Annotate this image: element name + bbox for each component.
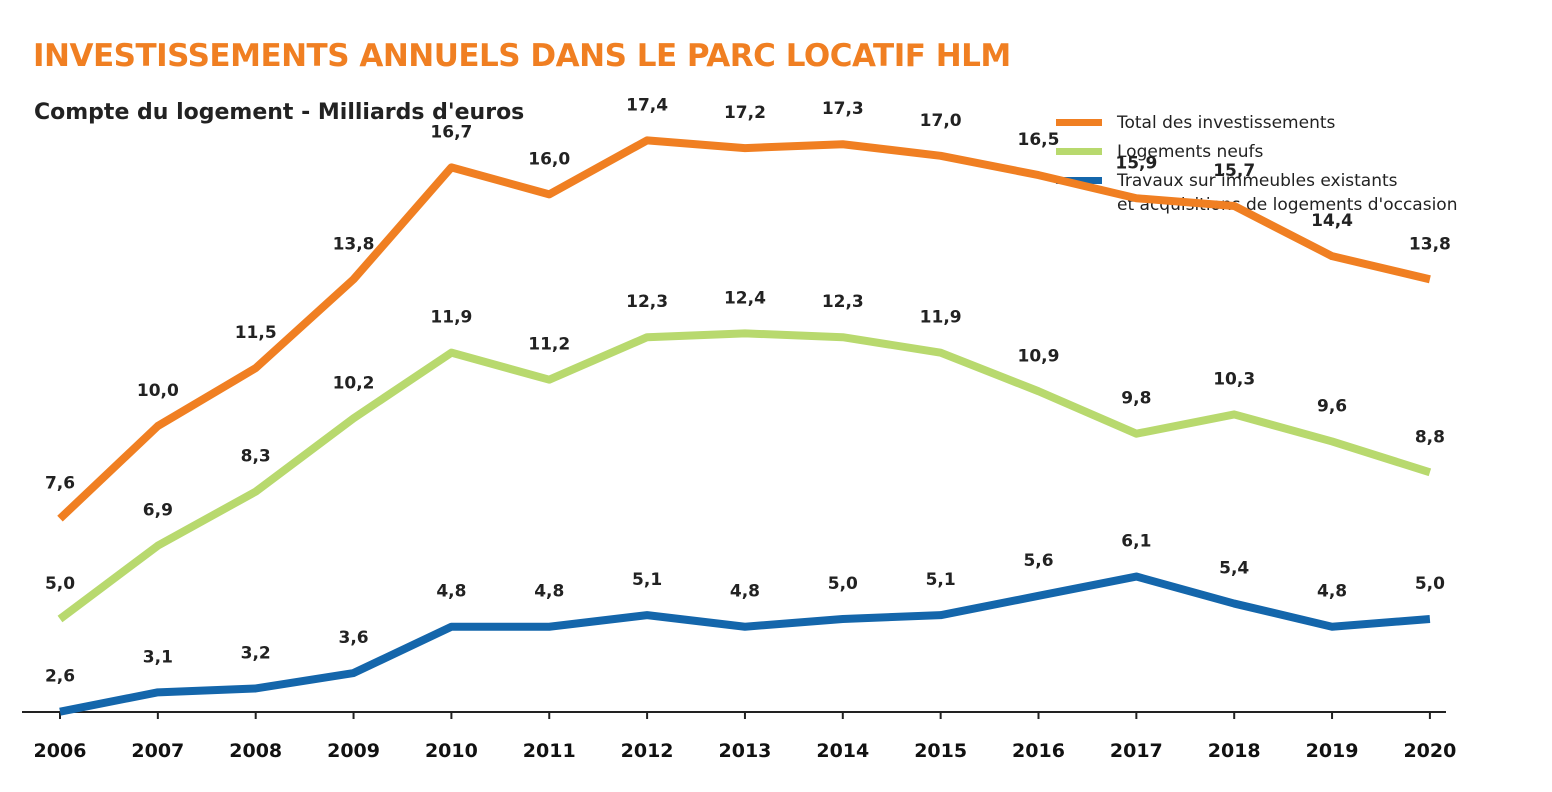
data-label-neufs: 6,9 — [143, 501, 173, 521]
data-label-total: 14,4 — [1311, 211, 1353, 231]
data-label-total: 16,0 — [528, 149, 570, 169]
legend-label-total: Total des investissements — [1117, 113, 1336, 133]
series-line-total — [57, 136, 1431, 522]
data-label-neufs: 9,6 — [1317, 396, 1347, 416]
data-label-total: 17,3 — [822, 99, 864, 119]
data-label-travaux: 6,1 — [1121, 532, 1151, 552]
data-label-total: 10,0 — [137, 381, 179, 401]
data-label-travaux: 3,6 — [338, 628, 368, 648]
x-tick-label: 2006 — [34, 740, 87, 762]
data-label-total: 17,2 — [724, 103, 766, 123]
data-label-travaux: 4,8 — [730, 582, 760, 602]
data-label-total: 7,6 — [45, 474, 75, 494]
legend-swatch-total — [1056, 119, 1102, 126]
chart-subtitle: Compte du logement - Milliards d'euros — [34, 100, 525, 125]
data-label-neufs: 11,9 — [920, 308, 962, 328]
data-label-neufs: 8,3 — [241, 447, 271, 467]
x-tick-label: 2008 — [229, 740, 282, 762]
data-label-travaux: 5,0 — [828, 574, 858, 594]
x-tick-label: 2011 — [523, 740, 576, 762]
data-label-neufs: 9,8 — [1121, 389, 1151, 409]
chart-title: INVESTISSEMENTS ANNUELS DANS LE PARC LOC… — [33, 38, 1011, 74]
data-label-total: 11,5 — [235, 323, 277, 343]
data-label-travaux: 5,4 — [1219, 559, 1249, 579]
x-tick-label: 2017 — [1110, 740, 1163, 762]
data-label-total: 16,7 — [430, 122, 472, 142]
data-label-travaux: 5,1 — [926, 570, 956, 590]
data-label-travaux: 4,8 — [534, 582, 564, 602]
data-label-travaux: 2,6 — [45, 667, 75, 687]
x-tick-label: 2015 — [914, 740, 967, 762]
x-tick-label: 2016 — [1012, 740, 1065, 762]
data-label-neufs: 11,9 — [430, 308, 472, 328]
x-tick-label: 2013 — [719, 740, 772, 762]
x-tick-label: 2020 — [1403, 740, 1456, 762]
x-tick-label: 2007 — [131, 740, 184, 762]
data-label-neufs: 12,3 — [822, 292, 864, 312]
data-label-total: 17,4 — [626, 95, 668, 115]
data-label-total: 16,5 — [1018, 130, 1060, 150]
data-label-neufs: 10,9 — [1018, 346, 1060, 366]
data-label-neufs: 5,0 — [45, 574, 75, 594]
legend-item-neufs: Logements neufs — [1056, 140, 1526, 164]
x-tick-label: 2014 — [816, 740, 869, 762]
legend-swatch-neufs — [1056, 148, 1102, 155]
data-label-total: 15,9 — [1115, 153, 1157, 173]
x-tick-label: 2012 — [621, 740, 674, 762]
x-tick-label: 2019 — [1306, 740, 1359, 762]
data-label-neufs: 12,3 — [626, 292, 668, 312]
x-tick-label: 2009 — [327, 740, 380, 762]
data-label-total: 13,8 — [1409, 234, 1451, 254]
data-label-travaux: 5,0 — [1415, 574, 1445, 594]
data-label-neufs: 10,2 — [333, 373, 375, 393]
data-label-total: 17,0 — [920, 111, 962, 131]
data-label-neufs: 12,4 — [724, 288, 766, 308]
data-label-travaux: 5,6 — [1023, 551, 1053, 571]
data-label-travaux: 3,1 — [143, 647, 173, 667]
series-line-neufs — [57, 329, 1432, 623]
data-label-travaux: 4,8 — [436, 582, 466, 602]
data-label-neufs: 8,8 — [1415, 427, 1445, 447]
data-label-neufs: 10,3 — [1213, 369, 1255, 389]
data-label-total: 13,8 — [333, 234, 375, 254]
data-label-neufs: 11,2 — [528, 335, 570, 355]
legend-item-total: Total des investissements — [1056, 111, 1526, 135]
series-line-travaux — [59, 572, 1431, 716]
data-label-total: 15,7 — [1213, 161, 1255, 181]
legend-label-neufs: Logements neufs — [1117, 142, 1264, 162]
data-label-travaux: 3,2 — [241, 643, 271, 663]
x-tick-label: 2010 — [425, 740, 478, 762]
legend-swatch-travaux — [1056, 177, 1102, 184]
x-tick-label: 2018 — [1208, 740, 1261, 762]
data-label-travaux: 4,8 — [1317, 582, 1347, 602]
data-label-travaux: 5,1 — [632, 570, 662, 590]
